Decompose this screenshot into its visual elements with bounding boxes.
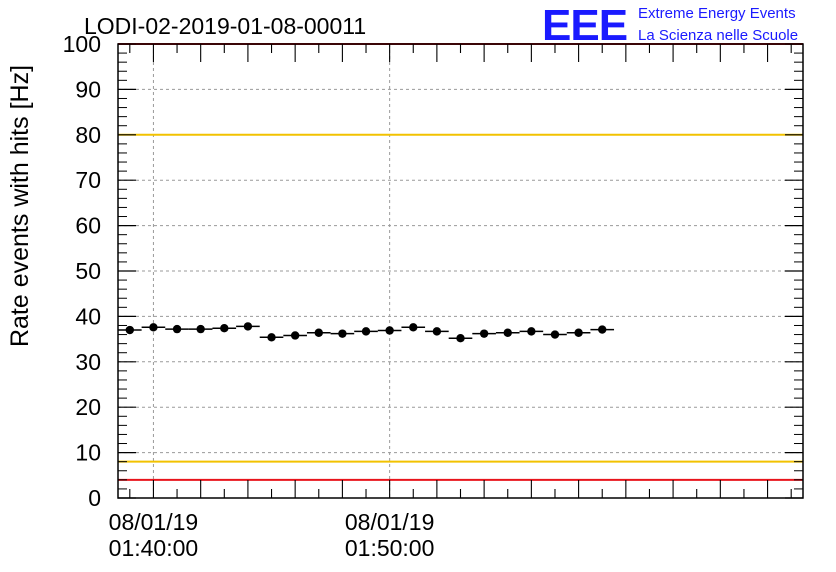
data-point <box>479 329 489 338</box>
y-tick-label: 0 <box>88 485 101 511</box>
data-point <box>409 323 418 332</box>
y-tick-label: 70 <box>75 167 101 193</box>
y-tick-label: 90 <box>75 76 101 102</box>
y-tick-label: 10 <box>75 440 101 466</box>
data-point <box>574 328 583 337</box>
data-point <box>338 329 347 338</box>
logo-line-1: Extreme Energy Events <box>638 5 796 22</box>
data-point <box>432 327 442 336</box>
data-point <box>361 327 371 336</box>
axis-ticks <box>118 43 803 499</box>
data-point <box>125 325 135 335</box>
reference-lines <box>118 43 803 481</box>
y-axis-title: Rate events with hits [Hz] <box>6 65 34 347</box>
data-point <box>503 328 512 337</box>
data-point <box>220 324 229 333</box>
grid <box>118 44 803 498</box>
data-points <box>118 322 615 343</box>
eee-logo: EEE Extreme Energy Events La Scienza nel… <box>542 1 798 50</box>
data-point <box>598 325 607 334</box>
x-tick-date: 08/01/19 <box>345 509 435 535</box>
data-point <box>550 330 560 339</box>
x-tick-time: 01:50:00 <box>345 535 435 561</box>
data-point <box>267 333 276 342</box>
y-tick-label: 100 <box>63 31 101 57</box>
logo-line-2: La Scienza nelle Scuole <box>638 27 798 44</box>
y-tick-label: 30 <box>75 349 101 375</box>
x-tick-time: 01:40:00 <box>109 535 199 561</box>
x-tick-date: 08/01/19 <box>109 509 199 535</box>
data-point <box>149 323 158 332</box>
data-point <box>385 326 394 335</box>
y-tick-label: 20 <box>75 394 101 420</box>
data-point <box>314 328 323 337</box>
data-point <box>172 324 182 334</box>
y-tick-label: 40 <box>75 303 101 329</box>
data-point <box>456 333 465 343</box>
eee-logo-mark: EEE <box>542 1 627 50</box>
y-tick-labels: 0 10 20 30 40 50 60 70 80 90 100 <box>63 31 101 511</box>
data-point <box>243 322 253 331</box>
plot-frame <box>117 43 804 499</box>
data-point <box>527 327 536 336</box>
y-tick-label: 60 <box>75 213 101 239</box>
y-tick-label: 50 <box>75 258 101 284</box>
data-point <box>290 331 300 340</box>
data-point <box>196 324 205 334</box>
y-tick-label: 80 <box>75 122 101 148</box>
run-title: LODI-02-2019-01-08-00011 <box>84 13 366 39</box>
